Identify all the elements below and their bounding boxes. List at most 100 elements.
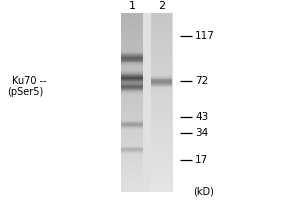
Bar: [151, 186, 172, 187]
Bar: [151, 178, 172, 179]
Bar: [122, 143, 143, 144]
Bar: [151, 96, 172, 97]
Bar: [151, 65, 172, 66]
Bar: [122, 42, 143, 43]
Bar: [122, 145, 143, 146]
Bar: [122, 179, 143, 180]
Text: 2: 2: [158, 1, 165, 11]
Bar: [122, 77, 143, 78]
Bar: [122, 144, 143, 145]
Bar: [122, 177, 143, 178]
Bar: [122, 147, 143, 148]
Bar: [151, 69, 172, 70]
Bar: [122, 15, 143, 16]
Bar: [122, 17, 143, 18]
Bar: [151, 32, 172, 33]
Bar: [151, 90, 172, 91]
Bar: [151, 129, 172, 130]
Bar: [122, 45, 143, 46]
Bar: [121, 13, 173, 192]
Bar: [151, 98, 172, 99]
Bar: [151, 131, 172, 132]
Bar: [151, 33, 172, 34]
Bar: [122, 136, 143, 137]
Bar: [151, 108, 172, 109]
Bar: [151, 53, 172, 54]
Bar: [122, 115, 143, 116]
Bar: [151, 161, 172, 162]
Bar: [122, 36, 143, 37]
Bar: [122, 126, 143, 127]
Bar: [122, 76, 143, 77]
Bar: [122, 28, 143, 29]
Bar: [122, 189, 143, 190]
Bar: [122, 178, 143, 179]
Bar: [151, 109, 172, 110]
Bar: [151, 26, 172, 27]
Bar: [151, 142, 172, 143]
Bar: [151, 88, 172, 89]
Bar: [122, 105, 143, 106]
Bar: [151, 151, 172, 152]
Bar: [151, 58, 172, 59]
Bar: [122, 79, 143, 80]
Bar: [151, 43, 172, 44]
Bar: [151, 110, 172, 111]
Bar: [122, 57, 143, 58]
Bar: [122, 81, 143, 82]
Bar: [151, 78, 172, 79]
Bar: [122, 43, 143, 44]
Bar: [151, 157, 172, 158]
Bar: [151, 155, 172, 156]
Bar: [122, 112, 143, 113]
Bar: [122, 58, 143, 59]
Bar: [122, 160, 143, 161]
Bar: [122, 169, 143, 170]
Bar: [151, 49, 172, 50]
Bar: [122, 56, 143, 57]
Bar: [122, 188, 143, 189]
Bar: [122, 49, 143, 50]
Bar: [151, 156, 172, 157]
Bar: [151, 42, 172, 43]
Bar: [122, 32, 143, 33]
Bar: [151, 85, 172, 86]
Bar: [151, 140, 172, 141]
Bar: [122, 33, 143, 34]
Bar: [122, 78, 143, 79]
Bar: [122, 186, 143, 187]
Bar: [151, 173, 172, 174]
Bar: [151, 77, 172, 78]
Bar: [122, 29, 143, 30]
Bar: [122, 98, 143, 99]
Text: 117: 117: [195, 31, 215, 41]
Bar: [122, 99, 143, 100]
Bar: [122, 141, 143, 142]
Bar: [122, 103, 143, 104]
Bar: [122, 90, 143, 91]
Bar: [151, 24, 172, 25]
Bar: [151, 66, 172, 67]
Bar: [122, 41, 143, 42]
Bar: [122, 110, 143, 111]
Bar: [122, 96, 143, 97]
Bar: [151, 82, 172, 83]
Bar: [151, 60, 172, 61]
Bar: [122, 101, 143, 102]
Bar: [122, 13, 143, 14]
Bar: [151, 48, 172, 49]
Bar: [151, 115, 172, 116]
Bar: [122, 37, 143, 38]
Bar: [151, 97, 172, 98]
Bar: [151, 57, 172, 58]
Bar: [151, 21, 172, 22]
Bar: [122, 38, 143, 39]
Bar: [151, 107, 172, 108]
Bar: [151, 182, 172, 183]
Bar: [151, 83, 172, 84]
Bar: [122, 16, 143, 17]
Bar: [122, 113, 143, 114]
Bar: [122, 94, 143, 95]
Bar: [151, 34, 172, 35]
Bar: [151, 73, 172, 74]
